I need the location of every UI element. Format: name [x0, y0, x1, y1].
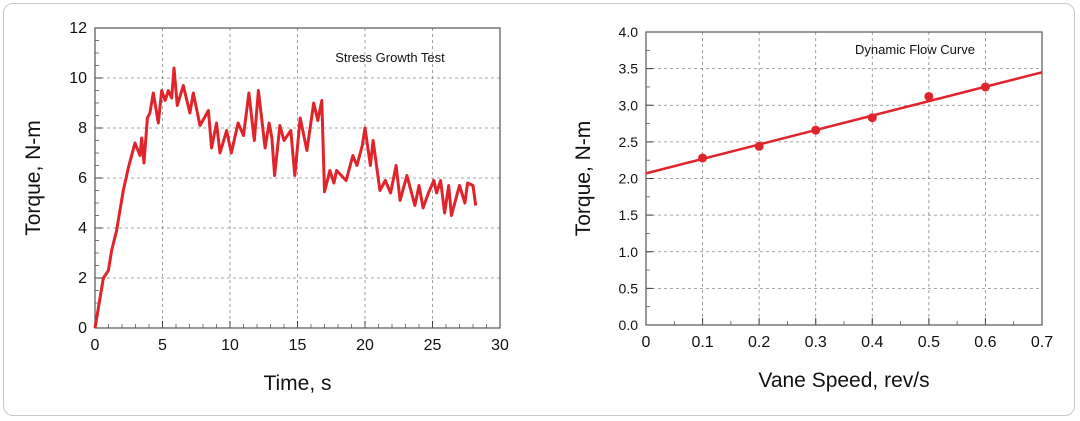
- x-axis-label: Time, s: [263, 372, 331, 395]
- x-tick-label: 0.5: [918, 334, 940, 351]
- data-point: [754, 141, 764, 151]
- x-tick-label: 25: [424, 337, 442, 354]
- x-tick-label: 20: [356, 337, 374, 354]
- x-tick-label: 15: [289, 337, 307, 354]
- data-point: [698, 153, 708, 163]
- y-tick-label: 0: [78, 320, 87, 337]
- chart-2: 0 0.1 0.2 0.3 0.4 0.5 0.6 0.7 0.0 0.5 1.0 1.5 2.0 2.5…: [572, 24, 1053, 392]
- x-tick-label: 0.4: [861, 334, 883, 351]
- x-tick-label: 0.6: [974, 334, 996, 351]
- x-axis-label: Vane Speed, rev/s: [758, 369, 929, 392]
- y-tick-label: 0.5: [619, 280, 639, 296]
- y-tick-label: 6: [78, 170, 87, 187]
- x-tick-label: 5: [158, 337, 167, 354]
- x-tick-label: 0: [91, 337, 100, 354]
- y-tick-label: 1.5: [619, 207, 639, 223]
- x-tick-label: 0.3: [805, 334, 827, 351]
- data-point: [980, 82, 990, 92]
- data-point: [924, 91, 934, 101]
- y-tick-label: 2.0: [619, 171, 639, 187]
- fit-line: [645, 71, 1043, 175]
- x-tick-label: 0.1: [691, 334, 713, 351]
- y-tick-label: 4.0: [619, 24, 639, 40]
- y-tick-label: 1.0: [619, 244, 639, 260]
- y-tick-label: 0.0: [619, 317, 639, 333]
- plot-frame: [645, 31, 1043, 326]
- y-tick-label: 4: [78, 220, 87, 237]
- y-tick-label: 2: [78, 270, 87, 287]
- data-point: [811, 125, 821, 135]
- x-tick-label: 0.7: [1031, 334, 1053, 351]
- chart-title: Dynamic Flow Curve: [855, 42, 975, 57]
- x-tick-label: 0.2: [748, 334, 770, 351]
- plot-frame: [94, 27, 501, 329]
- data-point: [867, 113, 877, 123]
- x-tick-label: 30: [491, 337, 509, 354]
- y-tick-label: 3.5: [619, 61, 639, 77]
- y-tick-label: 2.5: [619, 134, 639, 150]
- y-tick-label: 8: [78, 120, 87, 137]
- y-tick-label: 12: [69, 20, 87, 37]
- y-tick-label: 10: [69, 70, 87, 87]
- torque-series-line: [93, 66, 478, 329]
- y-axis-label: Torque, N-m: [22, 120, 45, 236]
- chart-1: 0 5 10 15 20 25 30 0 2 4 6 8 10 12 Stress Growth Test T…: [22, 20, 509, 395]
- chart-title: Stress Growth Test: [335, 50, 445, 65]
- figure-card: [3, 3, 1075, 416]
- x-tick-label: 0: [642, 334, 651, 351]
- x-tick-label: 10: [221, 337, 239, 354]
- y-tick-label: 3.0: [619, 97, 639, 113]
- y-axis-label: Torque, N-m: [572, 121, 595, 237]
